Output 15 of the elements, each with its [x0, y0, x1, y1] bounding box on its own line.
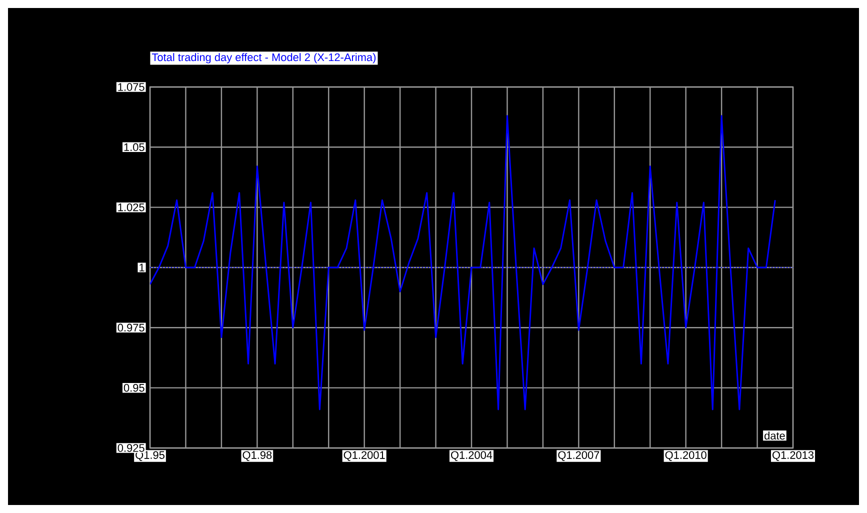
y-tick-label: 1.05 [124, 143, 144, 152]
x-tick-label: Q1.2004 [451, 451, 492, 461]
chart-title: Total trading day effect - Model 2 (X-12-Arima) [152, 53, 376, 64]
x-tick-label: Q1.2013 [772, 451, 814, 461]
x-axis-title: date [764, 432, 785, 440]
y-tick-label: 0.975 [118, 324, 144, 332]
x-tick-label: Q1.2007 [558, 451, 600, 461]
y-tick-label: 1.075 [118, 83, 144, 91]
y-tick-label: 1 [140, 264, 144, 272]
y-tick-label: 0.95 [124, 384, 144, 392]
x-tick-label: Q1.98 [242, 451, 272, 461]
x-tick-label: Q1.2001 [344, 451, 385, 461]
y-tick-label: 1.025 [118, 203, 144, 212]
y-tick-label: 0.925 [118, 444, 144, 452]
x-tick-label: Q1.2010 [665, 451, 706, 461]
